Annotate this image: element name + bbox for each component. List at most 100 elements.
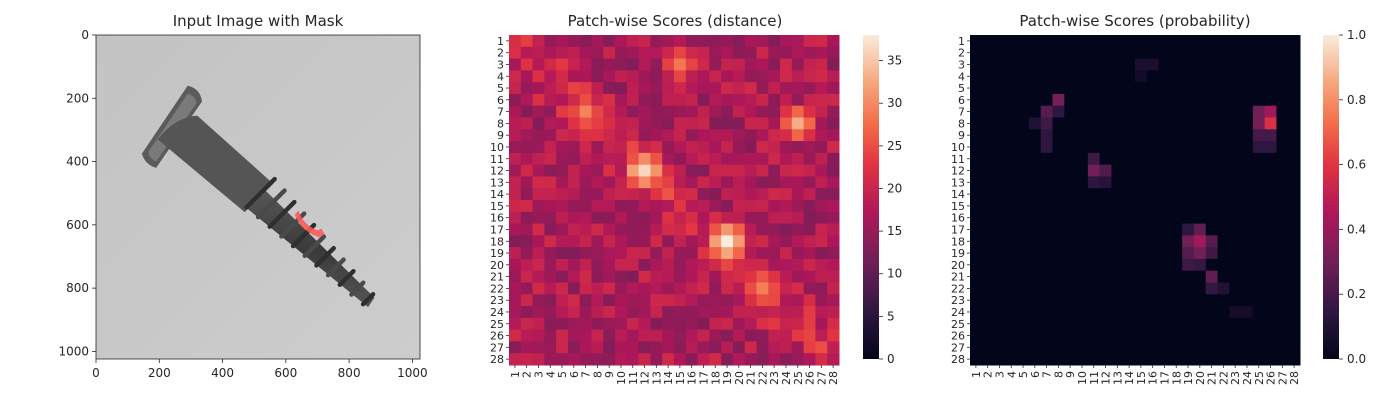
probability-cell [1264,164,1277,177]
probability-cell [1252,82,1266,95]
distance-cell [721,353,734,366]
probability-x-tick-label: 14 [1123,371,1136,385]
distance-cell [626,117,640,130]
distance-cell [732,152,746,166]
probability-colorbar-gradient [1323,35,1339,359]
distance-y-tick-label: 23 [490,294,504,307]
distance-cell [709,247,722,260]
distance-cell [697,176,710,189]
distance-cell [556,46,569,60]
distance-colorbar-tick-label: 30 [887,96,902,110]
distance-cell [815,294,828,307]
probability-cell [1087,152,1101,166]
distance-cell [744,317,757,331]
distance-y-tick-label: 22 [490,282,504,295]
probability-cell [1146,188,1160,201]
probability-cell [1182,294,1195,307]
distance-cell [650,58,663,71]
distance-cell [697,188,710,201]
probability-cell [1052,35,1065,48]
distance-cell [732,258,746,272]
distance-cell [732,141,746,154]
probability-cell [1040,58,1053,71]
probability-cell [1005,46,1018,60]
distance-cell [674,200,687,213]
distance-cell [567,282,581,295]
distance-cell [579,353,592,366]
distance-cell [697,258,710,272]
probability-y-tick-label: 10 [951,141,965,154]
probability-cell [1087,353,1101,366]
probability-x-tick-label: 26 [1265,371,1278,385]
probability-cell [981,353,995,366]
distance-cell [638,353,651,366]
distance-cell [756,129,769,142]
distance-y-tick-label: 24 [490,306,504,319]
distance-cell [591,141,604,154]
distance-cell [803,188,816,201]
probability-cell [1028,117,1042,130]
image-panel-title: Input Image with Mask [173,12,344,30]
distance-cell [662,223,675,236]
distance-cell [638,247,651,260]
distance-cell [556,306,569,319]
distance-cell [697,282,710,295]
distance-cell [532,353,545,366]
distance-cell [697,70,710,83]
probability-cell [1028,247,1042,260]
distance-cell [732,211,746,225]
probability-cell [1170,211,1183,225]
probability-x-tick-label: 21 [1206,371,1219,385]
distance-cell [567,306,581,319]
probability-cell [1158,258,1171,272]
probability-cell [1076,46,1089,60]
distance-x-tick-label: 17 [697,371,710,385]
probability-cell [1087,306,1101,319]
distance-cell [697,235,710,248]
probability-cell [1017,141,1030,154]
probability-cell [1229,329,1242,342]
probability-cell [1076,117,1089,130]
probability-cell [1017,117,1030,130]
probability-cell [1052,353,1065,366]
distance-cell [650,188,663,201]
distance-cell [579,93,592,107]
probability-cell [1182,46,1195,60]
distance-cell [780,176,793,189]
distance-cell [615,117,628,130]
distance-cell [780,270,793,283]
distance-cell [768,105,781,118]
probability-cell [1217,270,1230,283]
distance-cell [626,82,640,95]
distance-cell [815,82,828,95]
distance-cell [744,270,757,283]
probability-cell [1252,270,1266,283]
distance-cell [803,282,816,295]
probability-cell [970,188,983,201]
probability-cell [1205,306,1218,319]
distance-cell [827,270,840,283]
probability-cell [1076,152,1089,166]
probability-cell [1217,258,1230,272]
distance-cell [791,35,805,48]
probability-cell [1123,70,1136,83]
probability-cell [1123,247,1136,260]
probability-cell [1288,317,1301,331]
distance-cell [721,164,734,177]
probability-cell [1017,35,1030,48]
distance-cell [603,211,616,225]
probability-cell [1252,93,1266,107]
probability-cell [1111,223,1124,236]
probability-cell [1217,164,1230,177]
probability-x-tick-label: 7 [1041,371,1054,378]
distance-cell [638,282,651,295]
image-x-tick-label: 600 [274,366,297,380]
distance-cell [520,93,534,107]
probability-cell [1111,105,1124,118]
distance-cell [638,105,651,118]
image-x-tick-label: 0 [92,366,100,380]
probability-cell [1205,258,1218,272]
probability-cell [1111,353,1124,366]
distance-cell [520,341,534,354]
probability-cell [1052,164,1065,177]
